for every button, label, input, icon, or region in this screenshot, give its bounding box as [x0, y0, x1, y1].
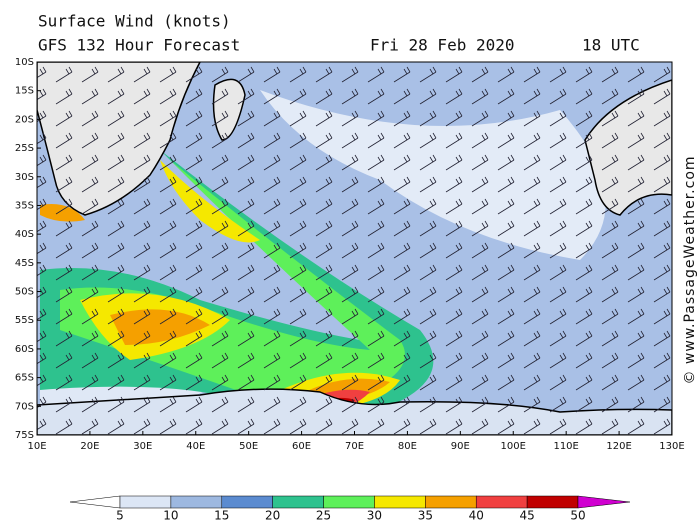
title: Surface Wind (knots) [38, 12, 231, 31]
colorbar-label: 25 [316, 509, 331, 523]
wind-field [37, 62, 672, 435]
colorbar: 5 10 15 20 25 30 35 40 45 50 [69, 495, 631, 523]
colorbar-segment [221, 495, 273, 509]
lon-label: 130E [659, 441, 684, 452]
colorbar-label: 30 [367, 509, 382, 523]
lon-label: 90E [451, 441, 470, 452]
colorbar-arrow-high [577, 495, 631, 509]
lon-label: 20E [80, 441, 99, 452]
colorbar-label: 40 [469, 509, 484, 523]
lon-label: 70E [345, 441, 364, 452]
lon-label: 100E [501, 441, 526, 452]
lon-label: 40E [186, 441, 205, 452]
lat-label: 40S [15, 229, 34, 240]
colorbar-segment [526, 495, 579, 509]
colorbar-label: 45 [519, 509, 534, 523]
colorbar-label: 15 [214, 509, 229, 523]
forecast: GFS 132 Hour Forecast [38, 36, 240, 55]
lat-label: 25S [15, 143, 34, 154]
date: Fri 28 Feb 2020 [370, 36, 515, 55]
colorbar-arrow-low [69, 495, 121, 509]
colorbar-segment [323, 495, 375, 509]
colorbar-segment [119, 495, 172, 509]
colorbar-segment [425, 495, 477, 509]
colorbar-label: 5 [116, 509, 124, 523]
axes: 10S 15S 20S 25S 30S 35S 40S 45S 50S 55S 60S 65S 70S 7… [15, 57, 685, 452]
lon-label: 80E [398, 441, 417, 452]
colorbar-label: 10 [163, 509, 178, 523]
lat-label: 20S [15, 114, 34, 125]
lat-label: 45S [15, 258, 34, 269]
lon-label: 30E [133, 441, 152, 452]
colorbar-segment [170, 495, 223, 509]
lat-label: 75S [15, 430, 34, 441]
watermark: © www.PassageWeather.com [682, 155, 698, 384]
lat-label: 35S [15, 200, 34, 211]
colorbar-segment [475, 495, 528, 509]
lat-label: 10S [15, 57, 34, 68]
lon-label: 10E [27, 441, 46, 452]
colorbar-label: 20 [265, 509, 280, 523]
lat-label: 50S [15, 287, 34, 298]
colorbar-segment [374, 495, 426, 509]
lat-label: 15S [15, 86, 34, 97]
lat-label: 70S [15, 401, 34, 412]
lat-label: 30S [15, 172, 34, 183]
time: 18 UTC [582, 36, 640, 55]
lat-label: 60S [15, 344, 34, 355]
colorbar-label: 35 [418, 509, 433, 523]
lat-label: 65S [15, 373, 34, 384]
lat-label: 55S [15, 315, 34, 326]
lon-label: 60E [292, 441, 311, 452]
lon-label: 50E [239, 441, 258, 452]
lon-label: 110E [553, 441, 578, 452]
lon-label: 120E [606, 441, 631, 452]
colorbar-segment [272, 495, 324, 509]
colorbar-label: 50 [570, 509, 585, 523]
